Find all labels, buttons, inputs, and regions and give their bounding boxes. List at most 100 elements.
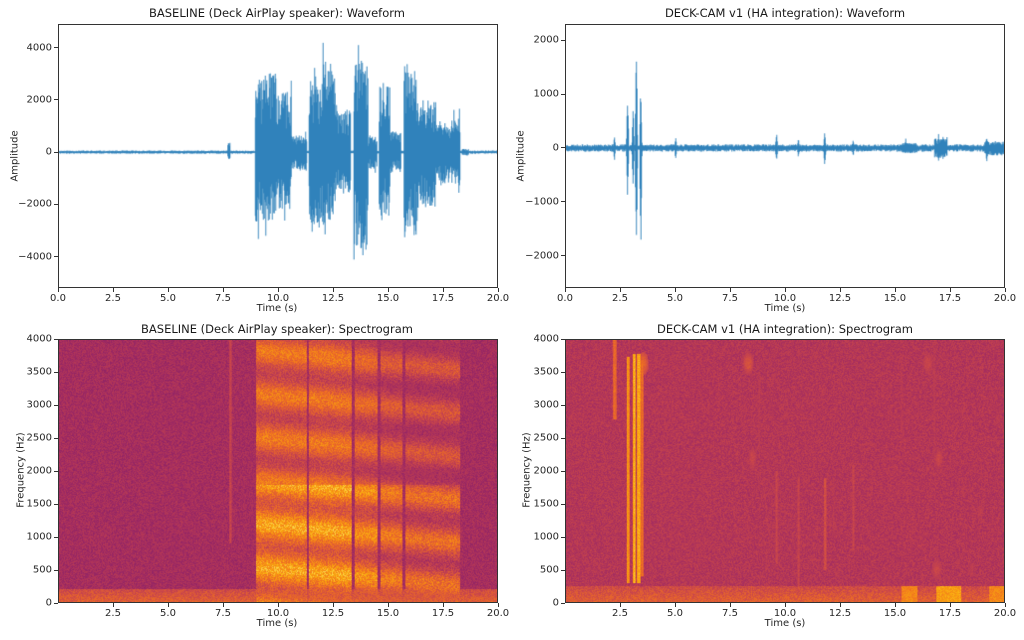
y-tick-mark — [54, 536, 58, 538]
deckcam-waveform-title: DECK-CAM v1 (HA integration): Waveform — [664, 6, 906, 20]
x-tick-label: 7.5 — [722, 293, 738, 304]
x-tick-label: 7.5 — [722, 608, 738, 619]
y-tick-label: 0 — [45, 597, 52, 609]
deckcam-waveform-canvas — [566, 25, 1004, 287]
y-tick-mark — [54, 470, 58, 472]
y-tick-mark — [54, 569, 58, 571]
deckcam-waveform-plot — [565, 24, 1005, 288]
x-tick-label: 20.0 — [993, 608, 1017, 619]
baseline-spectrogram-plot — [58, 339, 498, 603]
y-tick-mark — [561, 93, 565, 95]
y-tick-mark — [561, 437, 565, 439]
x-tick-label: 10.0 — [773, 293, 797, 304]
baseline-waveform-ylabel: Amplitude — [9, 130, 21, 182]
y-tick-label: 2000 — [26, 94, 52, 106]
y-tick-label: −1000 — [525, 196, 559, 208]
x-tick-mark — [497, 603, 499, 607]
x-tick-label: 15.0 — [883, 608, 907, 619]
y-tick-label: 2500 — [533, 432, 559, 444]
deckcam-spectrogram-ylabel: Frequency (Hz) — [521, 432, 533, 508]
x-tick-label: 10.0 — [266, 293, 290, 304]
x-tick-label: 10.0 — [266, 608, 290, 619]
y-tick-label: −2000 — [18, 198, 52, 210]
x-tick-mark — [1004, 603, 1006, 607]
x-tick-label: 15.0 — [376, 608, 400, 619]
baseline-waveform-plot — [58, 24, 498, 288]
x-tick-mark — [57, 288, 59, 292]
y-tick-mark — [54, 503, 58, 505]
y-tick-label: 1500 — [26, 498, 52, 510]
y-tick-mark — [561, 39, 565, 41]
deckcam-spectrogram-xlabel: Time (s) — [764, 618, 806, 629]
y-tick-label: 0 — [45, 146, 52, 158]
y-tick-label: −2000 — [525, 250, 559, 262]
deckcam-spectrogram-title: DECK-CAM v1 (HA integration): Spectrogra… — [656, 322, 914, 336]
baseline-waveform-xlabel: Time (s) — [256, 303, 298, 314]
x-tick-label: 12.5 — [828, 608, 852, 619]
x-tick-mark — [674, 603, 676, 607]
x-tick-label: 5.0 — [160, 608, 176, 619]
x-tick-label: 10.0 — [773, 608, 797, 619]
x-tick-label: 12.5 — [321, 608, 345, 619]
x-tick-mark — [1004, 288, 1006, 292]
x-tick-mark — [222, 288, 224, 292]
x-tick-label: 12.5 — [828, 293, 852, 304]
baseline-waveform-canvas — [59, 25, 497, 287]
y-tick-label: 1000 — [26, 531, 52, 543]
y-tick-mark — [561, 569, 565, 571]
x-tick-label: 5.0 — [160, 293, 176, 304]
y-tick-mark — [561, 371, 565, 373]
y-tick-label: 0 — [552, 597, 559, 609]
y-tick-mark — [54, 404, 58, 406]
y-tick-mark — [54, 151, 58, 153]
y-tick-mark — [54, 203, 58, 205]
x-tick-mark — [949, 288, 951, 292]
x-tick-mark — [784, 603, 786, 607]
y-tick-mark — [54, 338, 58, 340]
baseline-spectrogram-ylabel: Frequency (Hz) — [15, 432, 27, 508]
x-tick-label: 17.5 — [938, 293, 962, 304]
y-tick-mark — [561, 147, 565, 149]
y-tick-label: 2500 — [26, 432, 52, 444]
x-tick-label: 7.5 — [215, 293, 231, 304]
x-tick-label: 2.5 — [612, 293, 628, 304]
y-tick-label: 3000 — [26, 399, 52, 411]
x-tick-label: 15.0 — [883, 293, 907, 304]
y-tick-mark — [561, 470, 565, 472]
x-tick-mark — [619, 288, 621, 292]
deckcam-spectrogram-plot — [565, 339, 1005, 603]
x-tick-mark — [387, 288, 389, 292]
deckcam-waveform-xlabel: Time (s) — [764, 303, 806, 314]
y-tick-label: 2000 — [533, 465, 559, 477]
y-tick-mark — [54, 371, 58, 373]
x-tick-mark — [332, 288, 334, 292]
y-tick-label: 1000 — [533, 531, 559, 543]
x-tick-mark — [167, 603, 169, 607]
x-tick-mark — [564, 288, 566, 292]
x-tick-mark — [277, 603, 279, 607]
y-tick-label: 500 — [32, 564, 52, 576]
y-tick-mark — [54, 99, 58, 101]
baseline-waveform-title: BASELINE (Deck AirPlay speaker): Wavefor… — [149, 6, 405, 20]
x-tick-mark — [497, 288, 499, 292]
y-tick-mark — [561, 255, 565, 257]
x-tick-mark — [332, 603, 334, 607]
x-tick-mark — [729, 288, 731, 292]
y-tick-mark — [54, 437, 58, 439]
x-tick-label: 2.5 — [105, 608, 121, 619]
x-tick-mark — [112, 603, 114, 607]
y-tick-label: 2000 — [533, 34, 559, 46]
x-tick-mark — [839, 603, 841, 607]
x-tick-label: 2.5 — [105, 293, 121, 304]
x-tick-label: 17.5 — [938, 608, 962, 619]
y-tick-mark — [561, 503, 565, 505]
y-tick-label: 4000 — [26, 42, 52, 54]
x-tick-mark — [894, 288, 896, 292]
x-tick-mark — [619, 603, 621, 607]
y-tick-label: 500 — [539, 564, 559, 576]
x-tick-label: 20.0 — [486, 608, 510, 619]
y-tick-mark — [54, 602, 58, 604]
x-tick-mark — [112, 288, 114, 292]
x-tick-label: 17.5 — [431, 608, 455, 619]
y-tick-mark — [561, 338, 565, 340]
